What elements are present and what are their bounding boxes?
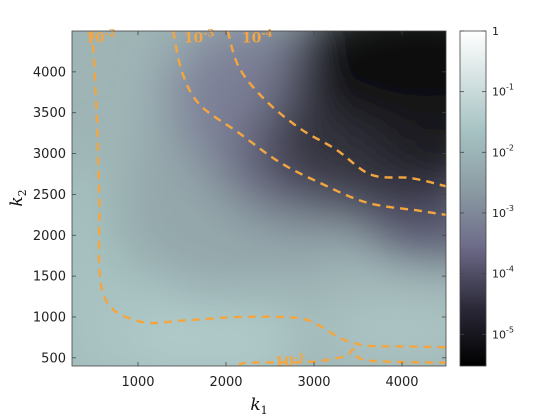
colorbar-tick-label: 10-1 bbox=[492, 83, 514, 99]
colorbar-tick-label: 1 bbox=[492, 25, 499, 38]
contour-label: 10-2 bbox=[85, 29, 116, 47]
x-axis-label: k1 bbox=[250, 395, 267, 417]
contour-line bbox=[172, 31, 446, 217]
x-tick-label: 3000 bbox=[297, 375, 330, 390]
y-tick-label: 3000 bbox=[33, 147, 66, 162]
colorbar-tick-label: 10-2 bbox=[492, 143, 514, 159]
x-tick-label: 4000 bbox=[385, 375, 418, 390]
x-tick-label: 2000 bbox=[209, 375, 242, 390]
colorbar bbox=[459, 30, 487, 367]
colorbar-tick-label: 10-4 bbox=[492, 265, 514, 281]
y-tick-label: 2500 bbox=[33, 188, 66, 203]
contour-line bbox=[226, 31, 446, 188]
y-tick-label: 1500 bbox=[33, 270, 66, 285]
contour-label: 10-4 bbox=[242, 29, 273, 47]
y-tick-label: 3500 bbox=[33, 106, 66, 121]
contour-lines bbox=[91, 31, 446, 366]
contour-line bbox=[91, 31, 446, 349]
y-axis-ticks: 500 1000 1500 2000 2500 3000 3500 4000 bbox=[33, 65, 446, 366]
y-tick-label: 500 bbox=[41, 351, 66, 366]
y-tick-label: 1000 bbox=[33, 310, 66, 325]
axes-frame bbox=[71, 30, 447, 367]
y-axis-label: k2 bbox=[7, 189, 29, 206]
colorbar-ticks: 1 10-1 10-2 10-3 10-4 10-5 bbox=[460, 25, 514, 341]
heatmap-field bbox=[72, 31, 446, 366]
x-axis-ticks: 1000 2000 3000 4000 bbox=[121, 31, 419, 390]
colorbar-tick-label: 10-5 bbox=[492, 325, 514, 341]
y-tick-label: 4000 bbox=[33, 65, 66, 80]
contour-labels: 10-1 10-2 10-3 10-4 bbox=[85, 29, 305, 371]
y-tick-label: 2000 bbox=[33, 229, 66, 244]
contour-label: 10-3 bbox=[184, 29, 215, 47]
colorbar-tick-label: 10-3 bbox=[492, 204, 514, 220]
x-tick-label: 1000 bbox=[121, 375, 154, 390]
contour-label: 10-1 bbox=[274, 352, 305, 370]
